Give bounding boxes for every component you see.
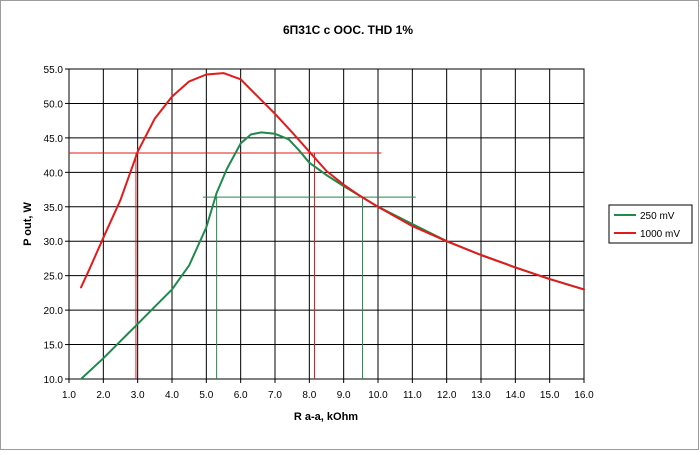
y-tick-label: 35.0	[44, 203, 64, 214]
y-axis-label: P out, W	[22, 201, 34, 245]
x-tick-label: 7.0	[268, 390, 282, 401]
x-tick-label: 12.0	[437, 390, 457, 401]
x-tick-label: 3.0	[131, 390, 145, 401]
x-tick-label: 1.0	[62, 390, 76, 401]
chart-title: 6П31С с ООС. THD 1%	[283, 23, 413, 37]
y-tick-label: 15.0	[44, 341, 64, 352]
reference-lines	[69, 152, 416, 379]
y-tick-label: 25.0	[44, 272, 64, 283]
x-axis-label: R a-a, kOhm	[294, 411, 358, 423]
y-tick-label: 55.0	[44, 65, 64, 76]
grid-layer	[65, 68, 585, 383]
x-tick-label: 4.0	[165, 390, 179, 401]
x-tick-label: 9.0	[337, 390, 351, 401]
x-tick-label: 5.0	[199, 390, 213, 401]
x-tick-label: 13.0	[471, 390, 491, 401]
series-layer	[80, 72, 585, 380]
y-tick-label: 50.0	[44, 99, 64, 110]
tick-labels: 1.0 2.0 3.0 4.0 5.0 6.0 7.0 8.0 9.0 10.0 11.0 12.0 1…	[44, 65, 595, 401]
x-tick-label: 14.0	[506, 390, 526, 401]
x-tick-label: 6.0	[234, 390, 248, 401]
x-tick-label: 16.0	[574, 390, 594, 401]
y-tick-label: 45.0	[44, 134, 64, 145]
legend-label-1000mv: 1000 mV	[640, 229, 680, 240]
x-tick-label: 8.0	[302, 390, 316, 401]
y-tick-label: 40.0	[44, 168, 64, 179]
y-tick-label: 20.0	[44, 306, 64, 317]
legend: 250 mV 1000 mV	[608, 204, 693, 244]
plot-area	[68, 68, 585, 380]
x-tick-label: 10.0	[368, 390, 388, 401]
legend-label-250mv: 250 mV	[640, 211, 675, 222]
x-tick-label: 2.0	[96, 390, 110, 401]
legend-box	[608, 204, 693, 244]
x-tick-label: 11.0	[403, 390, 422, 401]
series-line-1000mv	[80, 72, 585, 291]
y-tick-label: 10.0	[44, 375, 64, 386]
y-tick-label: 30.0	[44, 237, 64, 248]
x-tick-label: 15.0	[540, 390, 560, 401]
